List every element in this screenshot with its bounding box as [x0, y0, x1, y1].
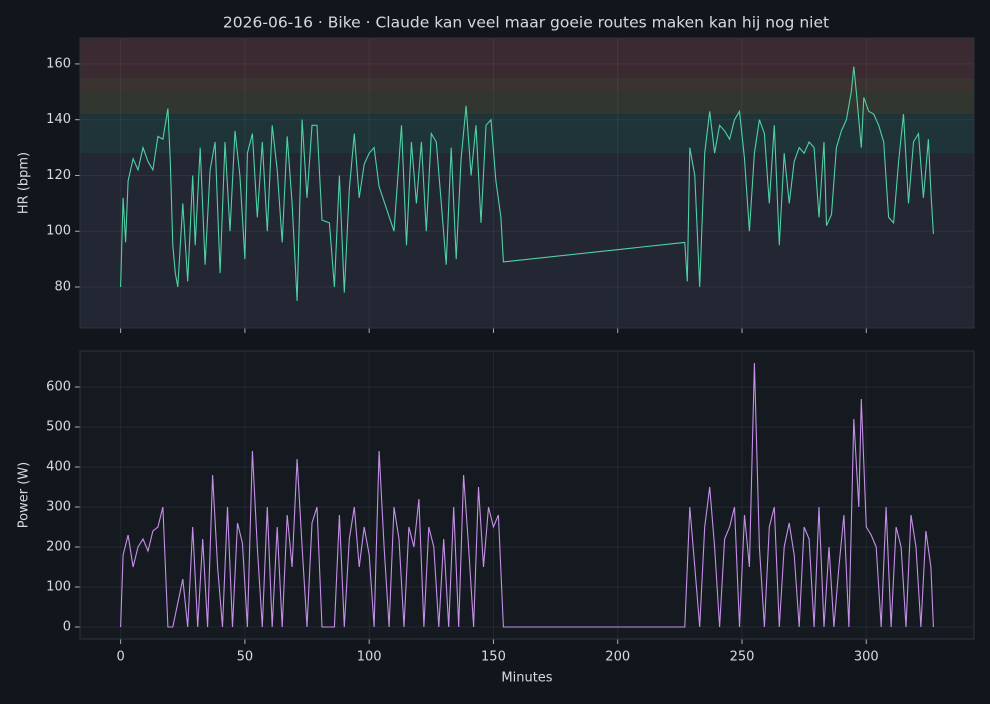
hr-zone — [80, 114, 974, 154]
x-tick-label: 0 — [116, 650, 124, 665]
hr-zone — [80, 91, 974, 115]
y-tick-label: 120 — [46, 168, 71, 183]
y-tick-label: 140 — [46, 112, 71, 127]
hr-zone — [80, 77, 974, 92]
x-tick-label: 100 — [357, 650, 382, 665]
y-tick-label: 600 — [46, 380, 71, 395]
y-tick-label: 100 — [46, 224, 71, 239]
x-tick-label: 50 — [237, 650, 254, 665]
x-tick-label: 150 — [481, 650, 506, 665]
hr-zone — [80, 38, 974, 78]
y-tick-label: 400 — [46, 460, 71, 475]
y-tick-label: 200 — [46, 540, 71, 555]
y-axis-label: Power (W) — [17, 462, 32, 528]
y-tick-label: 300 — [46, 500, 71, 515]
plot-frame — [79, 37, 975, 329]
y-tick-label: 160 — [46, 56, 71, 71]
data-line — [120, 362, 934, 628]
y-tick-label: 500 — [46, 420, 71, 435]
y-axis-label: HR (bpm) — [17, 152, 32, 214]
plot-area — [80, 351, 974, 639]
chart-title: 2026-06-16 · Bike · Claude kan veel maar… — [223, 14, 829, 32]
x-tick-label: 300 — [854, 650, 879, 665]
y-tick-label: 0 — [63, 620, 71, 635]
y-tick-label: 100 — [46, 580, 71, 595]
x-tick-label: 250 — [730, 650, 755, 665]
plot-frame — [79, 350, 975, 640]
x-tick-label: 200 — [605, 650, 630, 665]
data-line — [120, 66, 934, 302]
y-tick-label: 80 — [54, 280, 71, 295]
x-axis-label: Minutes — [501, 671, 552, 686]
